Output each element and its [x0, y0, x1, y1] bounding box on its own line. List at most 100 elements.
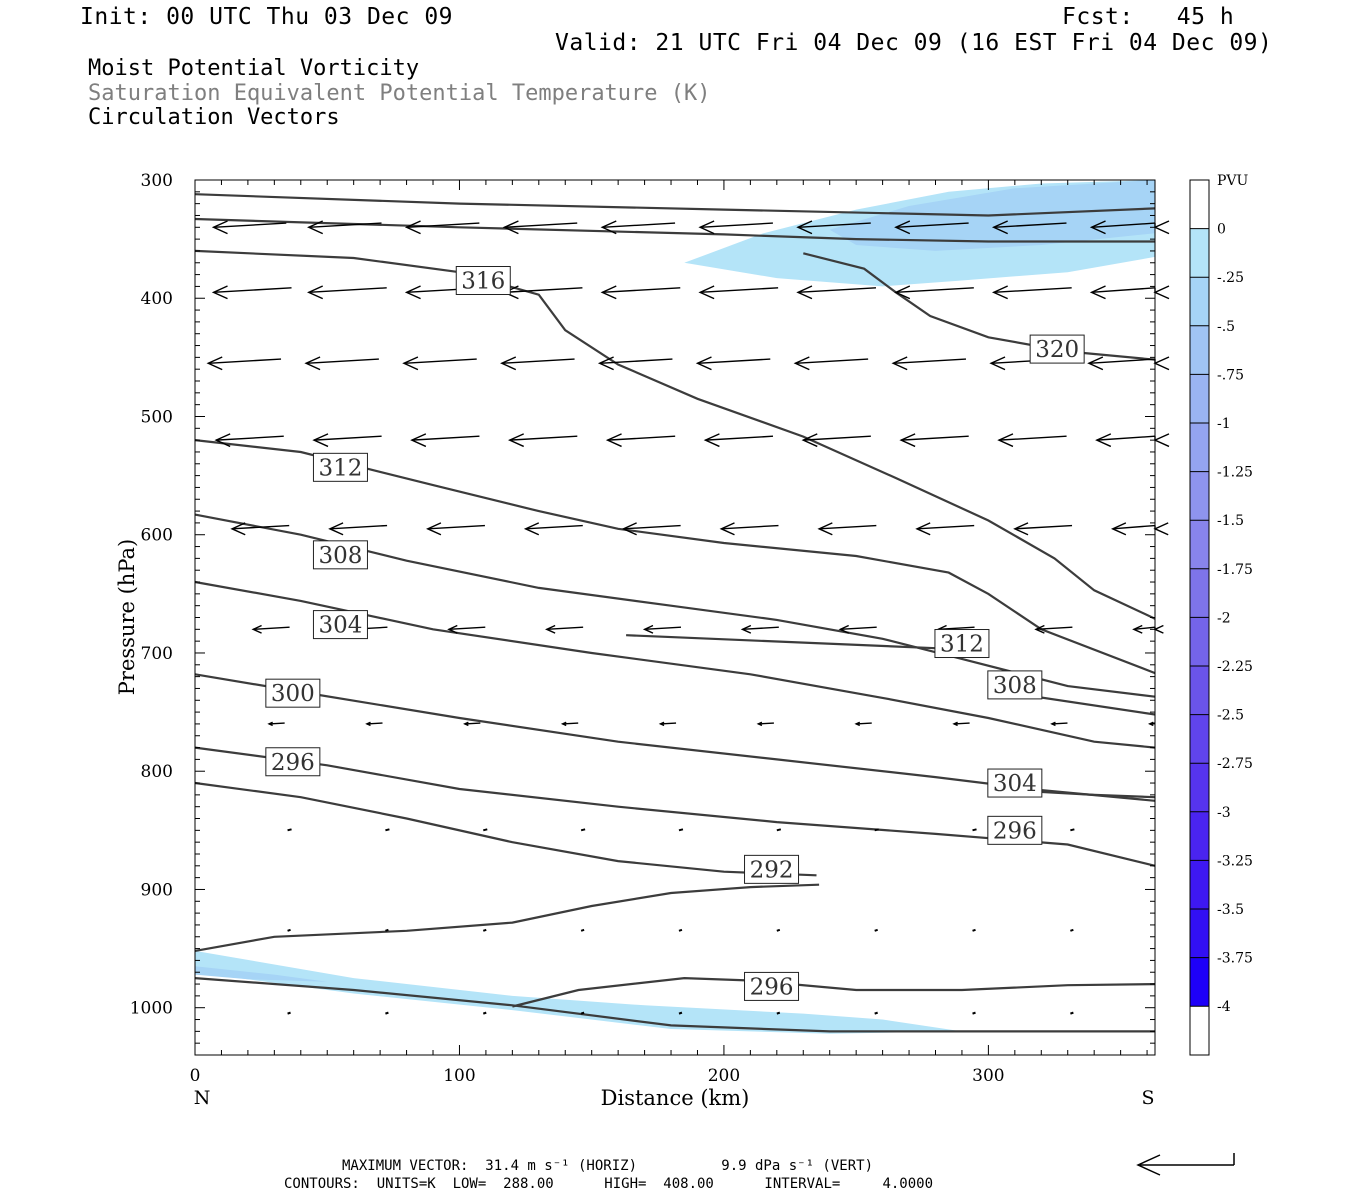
y-tick-label: 800	[141, 762, 173, 782]
pv-shade-region	[195, 966, 328, 982]
circulation-vector	[599, 358, 673, 364]
contour-label: 296	[271, 750, 315, 776]
x-tick-label: 200	[708, 1066, 740, 1086]
circulation-vector-head	[952, 721, 958, 727]
contour-label-box	[265, 678, 321, 708]
circulation-vector-head	[307, 220, 324, 235]
reference-vector-head	[1136, 1154, 1161, 1176]
contour-label: 312	[940, 632, 984, 658]
circulation-vector	[313, 435, 382, 441]
circulation-vector-head	[523, 522, 540, 536]
circulation-vector	[895, 222, 969, 228]
circulation-vector	[1088, 358, 1156, 364]
circulation-vector	[411, 435, 480, 441]
contour-label: 312	[319, 455, 363, 481]
colorbar-label: -1	[1217, 416, 1231, 432]
circulation-vector-head	[997, 433, 1014, 448]
circulation-vector-head	[899, 433, 916, 448]
theta-contour	[194, 193, 1156, 217]
circulation-vector-head	[206, 356, 223, 371]
circulation-vector	[998, 435, 1067, 441]
circulation-vector	[901, 435, 969, 441]
contour-label-layer: 316 320 312 308 304 312 308 300 304 296 296 292 296	[265, 266, 1085, 1001]
circulation-vector-head	[796, 285, 813, 300]
colorbar-label: -3.75	[1217, 951, 1253, 967]
circulation-vector	[385, 1011, 389, 1015]
circulation-vector	[501, 358, 575, 364]
colorbar-label: -2.5	[1217, 708, 1244, 724]
y-tick-label: 900	[141, 880, 173, 900]
colorbar-label: -1.5	[1217, 513, 1244, 529]
colorbar-swatch	[1190, 811, 1209, 861]
circulation-vector-head	[463, 721, 469, 727]
circulation-vector-head	[658, 721, 665, 727]
circulation-vector-head	[1013, 522, 1029, 536]
circulation-vector	[742, 626, 779, 631]
axes-layer: 0 100 200 300 300 400 500 600 700 800 900 1000 N S Dis…	[115, 171, 1156, 1110]
circulation-vector-head	[230, 522, 246, 536]
circulation-vector-head	[365, 721, 371, 727]
circulation-vector	[700, 222, 773, 228]
reference-vector	[1136, 1153, 1235, 1176]
circulation-vector-head	[796, 220, 813, 235]
circulation-vector-head	[307, 285, 324, 300]
circulation-vector	[1133, 626, 1156, 631]
circulation-vector	[1051, 722, 1068, 725]
contour-label-box	[744, 971, 800, 1001]
circulation-vector-head	[410, 433, 427, 448]
circulation-vector-head	[1034, 624, 1045, 634]
contour-label-box	[934, 629, 990, 659]
circulation-vector	[427, 524, 485, 530]
circulation-vector-head	[719, 522, 735, 536]
circulation-vector	[700, 287, 779, 294]
contour-label: 292	[750, 857, 794, 883]
circulation-vector-head	[600, 220, 617, 235]
circulation-vector-head	[1153, 522, 1169, 536]
circulation-vector-head	[698, 220, 715, 235]
circulation-vector	[938, 626, 975, 631]
circulation-vector	[504, 287, 583, 294]
circulation-vector	[306, 358, 379, 364]
circulation-vector-head	[402, 356, 419, 371]
circulation-vector	[366, 722, 383, 725]
circulation-vector-head	[211, 220, 228, 235]
circulation-vector	[758, 722, 774, 725]
circulation-vector	[287, 1011, 291, 1015]
theta-contour	[194, 439, 1156, 675]
circulation-vector-head	[605, 433, 622, 448]
circulation-vector-head	[1089, 285, 1106, 300]
circulation-vector	[231, 524, 290, 530]
circulation-vector-head	[1153, 433, 1170, 448]
colorbar-label: -3.25	[1217, 853, 1253, 869]
contour-label-box	[987, 768, 1043, 798]
circulation-vector-head	[817, 522, 833, 536]
circulation-vector-head	[894, 285, 911, 300]
circulation-vector	[1112, 524, 1156, 530]
circulation-vector	[269, 722, 285, 725]
colorbar-swatch	[1190, 180, 1209, 229]
circulation-vector	[1070, 1011, 1074, 1015]
colorbar-unit: PVU	[1217, 173, 1249, 189]
init-time: Init: 00 UTC Thu 03 Dec 09	[80, 4, 454, 30]
circulation-vector	[546, 626, 584, 631]
field-label-theta: Saturation Equivalent Potential Temperat…	[88, 81, 711, 106]
contour-label-box	[987, 815, 1043, 845]
contour-label: 308	[993, 673, 1037, 699]
circulation-vector-head	[989, 356, 1006, 371]
circulation-vector-head	[426, 522, 442, 536]
circulation-vector	[893, 358, 967, 364]
y-tick-label: 1000	[130, 999, 173, 1019]
circulation-vector	[993, 287, 1072, 294]
contour-label-box	[312, 610, 368, 640]
circulation-vector	[895, 287, 974, 294]
circulation-vector-head	[991, 220, 1008, 235]
circulation-vector-head	[312, 433, 329, 448]
circulation-vector	[972, 828, 977, 832]
circulation-vector	[776, 828, 782, 832]
circulation-vector-head	[793, 356, 810, 371]
circulation-vector	[607, 435, 676, 441]
circulation-vector-head	[915, 522, 931, 536]
contour-label: 296	[993, 818, 1037, 844]
circulation-vector	[1014, 524, 1073, 530]
circulation-vector	[1091, 222, 1156, 228]
